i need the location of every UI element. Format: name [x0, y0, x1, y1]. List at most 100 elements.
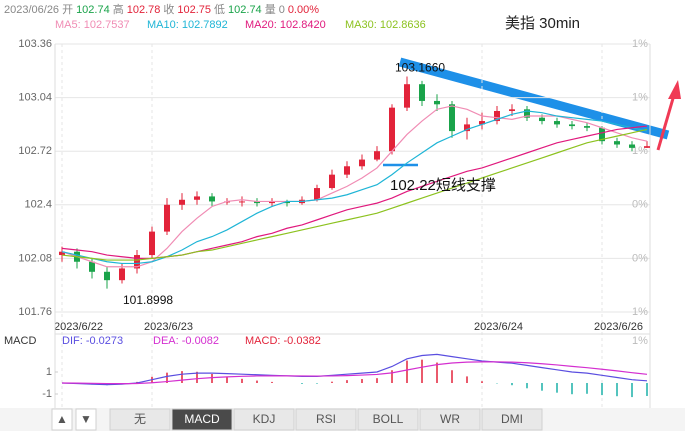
arrow-head [668, 80, 681, 99]
candle-body [509, 109, 515, 111]
tab[interactable] [51, 408, 73, 431]
right-label: 1% [632, 145, 648, 157]
macd-title: MACD [4, 335, 36, 347]
candle-body [194, 196, 200, 200]
tab-label[interactable]: KDJ [253, 412, 276, 426]
right-label: 1% [632, 92, 648, 104]
candle-body [449, 104, 455, 132]
candle-body [329, 174, 335, 189]
x-tick-label: 2023/6/24 [474, 321, 523, 333]
annotation: 102.22短线支撑 [390, 177, 496, 194]
right-label: 1% [632, 335, 648, 347]
chart-title: 美指 30min [505, 15, 580, 32]
annotation: 101.8998 [123, 293, 173, 307]
header-date: 2023/06/26 [4, 4, 59, 16]
tab[interactable] [109, 408, 171, 431]
right-label: 0% [632, 199, 648, 211]
candle-body [644, 146, 650, 148]
tab-label[interactable]: RSI [316, 412, 336, 426]
candle-body [464, 124, 470, 132]
tab-label[interactable]: DMI [501, 412, 523, 426]
tab[interactable] [233, 408, 295, 431]
candle-body [434, 100, 440, 105]
tab[interactable] [295, 408, 357, 431]
candle-body [344, 166, 350, 175]
x-tick-label: 2023/6/26 [594, 321, 643, 333]
header-label: 低 [214, 3, 225, 16]
candle-body [134, 255, 140, 269]
ma-line [61, 128, 648, 261]
candle-body [419, 84, 425, 101]
header-label: 开 [62, 4, 73, 16]
tab-label[interactable]: MACD [184, 412, 220, 426]
candle-body [179, 199, 185, 205]
tab[interactable] [357, 408, 419, 431]
candle-body [494, 111, 500, 122]
candle-body [404, 84, 410, 108]
header-value: 0.00% [288, 4, 319, 16]
header-value: 102.78 [127, 4, 161, 16]
candle-body [284, 201, 290, 204]
legend-entry: MA5: 102.7537 [55, 19, 130, 31]
candle-body [119, 268, 125, 281]
legend-entry: MA10: 102.7892 [147, 19, 228, 31]
candle-body [359, 159, 365, 167]
header-value: 102.74 [76, 4, 110, 16]
candle-body [479, 121, 485, 125]
header-label: 高 [113, 2, 124, 16]
macd-legend: DEA: -0.0082 [153, 335, 219, 347]
candle-body [164, 204, 170, 232]
candle-body [314, 188, 320, 200]
tab[interactable] [75, 408, 97, 431]
candle-body [374, 151, 380, 160]
ma-line [61, 110, 648, 265]
tab[interactable] [171, 408, 233, 431]
y-tick-label: 103.04 [18, 92, 52, 104]
y-tick-label: 1 [46, 366, 52, 378]
candle-body [584, 126, 590, 128]
candle-body [389, 107, 395, 152]
candle-body [614, 141, 620, 145]
legend-entry: MA30: 102.8636 [345, 19, 426, 31]
tab[interactable] [419, 408, 481, 431]
tab[interactable] [481, 408, 543, 431]
right-label: 0% [632, 252, 648, 264]
header-value: 102.74 [228, 4, 262, 16]
candle-body [239, 201, 245, 203]
legend-entry: MA20: 102.8420 [245, 19, 326, 31]
y-tick-label: 101.76 [18, 306, 52, 318]
macd-legend: DIF: -0.0273 [62, 335, 123, 347]
trend-line [398, 57, 670, 140]
right-label: 1% [632, 306, 648, 318]
tab-label[interactable]: 无 [134, 412, 146, 426]
candle-body [599, 127, 605, 142]
candle-body [269, 201, 275, 204]
candle-body [209, 196, 215, 202]
header-label: 量 [265, 3, 276, 16]
tab-label[interactable]: BOLL [373, 412, 404, 426]
candle-body [569, 124, 575, 127]
y-tick-label: 102.72 [18, 145, 52, 157]
y-tick-label: 103.36 [18, 38, 52, 50]
y-tick-label: 102.08 [18, 252, 52, 264]
annotation: 103.1660 [395, 61, 445, 75]
tab-label[interactable]: ▲ [56, 412, 68, 426]
tab-label[interactable]: WR [440, 412, 460, 426]
candle-body [539, 117, 545, 122]
tab-label[interactable]: ▼ [80, 412, 92, 426]
candle-body [524, 109, 530, 118]
candle-body [89, 261, 95, 272]
right-label: 1% [632, 38, 648, 50]
candle-body [104, 271, 110, 281]
arrow [656, 94, 676, 151]
header-value: 102.75 [177, 4, 211, 16]
header-value: 0 [279, 4, 285, 16]
candle-body [629, 144, 635, 148]
y-tick-label: 102.4 [24, 199, 52, 211]
candle-body [149, 231, 155, 256]
x-tick-label: 2023/6/22 [54, 321, 103, 333]
candle-body [554, 121, 560, 125]
